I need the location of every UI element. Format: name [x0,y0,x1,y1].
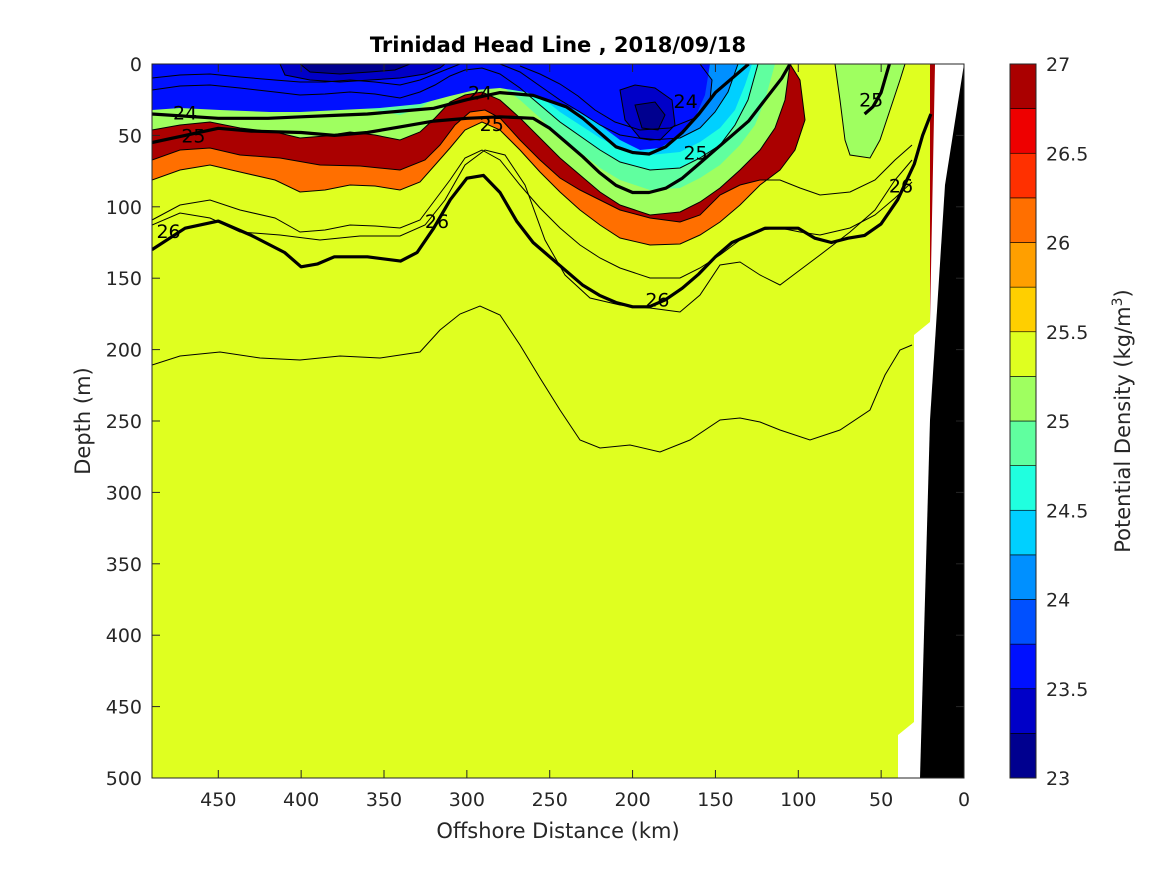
colorbar-tick-label: 26.5 [1046,143,1088,165]
contour-label: 26 [425,211,449,233]
x-axis-ticks: 450 400 350 300 250 200 150 100 50 0 [200,64,970,811]
y-tick-label: 400 [106,625,142,647]
contour-label: 25 [683,143,707,165]
colorbar-swatch [1009,197,1037,243]
y-axis-label: Depth (m) [71,367,95,474]
y-tick-label: 500 [106,768,142,790]
y-tick-label: 150 [106,268,142,290]
colorbar-label: Potential Density (kg/m3) [1110,289,1135,553]
band-23-25 [300,64,665,130]
colorbar-swatch [1009,152,1037,199]
colorbar-frame [1009,63,1037,779]
colorbar-label-main: Potential Density (kg/m [1111,306,1135,552]
colorbar-swatch [1009,643,1037,690]
colorbar-swatch [1009,420,1037,466]
contour-line-25 [152,64,792,195]
colorbar-swatch [1009,242,1037,288]
x-tick-label: 250 [532,789,568,811]
colorbar-ticks: 27 26.5 26 25.5 25 24.5 24 23.5 23 [1046,54,1088,790]
colorbar-swatch [1009,63,1037,109]
band-23-75 [152,64,710,150]
colorbar-swatch [1009,376,1037,422]
y-tick-label: 450 [106,697,142,719]
contour-line-25 [863,64,891,116]
colorbar [1009,63,1037,779]
y-tick-label: 300 [106,482,142,504]
contour-label: 25 [480,114,504,136]
contour-label: 26 [156,221,180,243]
x-axis-label: Offshore Distance (km) [436,819,679,843]
x-tick-label: 0 [958,789,970,811]
colorbar-tick-label: 27 [1046,54,1070,76]
x-tick-label: 350 [366,789,402,811]
colorbar-tick-label: 26 [1046,233,1070,255]
y-tick-label: 0 [130,54,142,76]
colorbar-tick-label: 24 [1046,590,1070,612]
y-tick-label: 250 [106,411,142,433]
chart-title: Trinidad Head Line , 2018/09/18 [370,33,746,57]
y-axis-ticks: 0 50 100 150 200 250 300 350 400 450 500 [106,54,964,790]
colorbar-swatch [1009,733,1037,779]
colorbar-swatch [1009,331,1037,377]
contour-label: 24 [674,91,698,113]
x-tick-label: 400 [283,789,319,811]
colorbar-swatch [1009,688,1037,734]
contour-label: 26 [889,175,913,197]
colorbar-swatch [1009,554,1037,600]
colorbar-tick-label: 23 [1046,768,1070,790]
colorbar-tick-label: 25 [1046,411,1070,433]
colorbar-swatch [1009,465,1037,511]
contour-label: 24 [173,103,197,125]
x-tick-label: 150 [697,789,733,811]
contour-label: 26 [645,290,669,312]
colorbar-swatch [1009,599,1037,645]
colorbar-label-superscript: 3 [1110,297,1126,306]
x-tick-label: 50 [869,789,893,811]
colorbar-tick-label: 25.5 [1046,322,1088,344]
y-tick-label: 350 [106,554,142,576]
y-tick-label: 50 [118,125,142,147]
x-tick-label: 450 [200,789,236,811]
contour-label: 25 [181,125,205,147]
contour-label: 24 [468,83,492,105]
x-tick-label: 200 [614,789,650,811]
land-mask [920,64,964,778]
contour-label: 25 [859,90,883,112]
colorbar-swatch [1009,286,1037,333]
colorbar-label-end: ) [1111,289,1135,297]
colorbar-swatch [1009,108,1037,154]
x-tick-label: 100 [780,789,816,811]
colorbar-swatch [1009,509,1037,556]
x-tick-label: 300 [449,789,485,811]
colorbar-tick-label: 24.5 [1046,500,1088,522]
contour-line-26 [152,113,933,309]
y-tick-label: 200 [106,340,142,362]
y-tick-label: 100 [106,197,142,219]
colorbar-tick-label: 23.5 [1046,679,1088,701]
contour-line-24 [152,64,750,156]
